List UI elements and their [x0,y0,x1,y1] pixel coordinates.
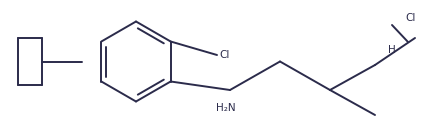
Text: H₂N: H₂N [216,103,236,113]
Text: Cl: Cl [219,50,229,60]
Text: H: H [388,45,396,55]
Text: Cl: Cl [405,13,415,23]
